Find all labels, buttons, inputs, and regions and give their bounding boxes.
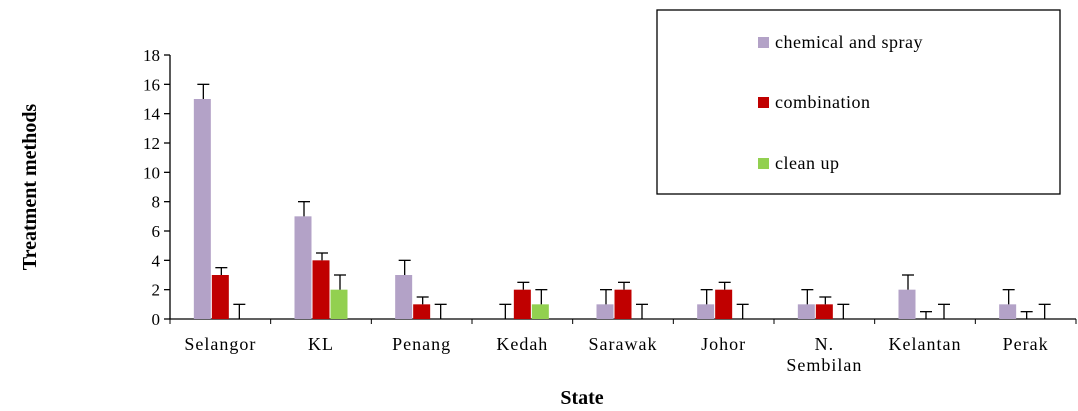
bar-combination (513, 289, 531, 319)
legend-box (656, 9, 1061, 195)
y-tick-label: 14 (143, 105, 161, 124)
bar-chemical-and-spray (797, 304, 815, 319)
x-tick-label: Kelantan (889, 334, 962, 354)
x-tick-label: Penang (392, 334, 451, 354)
y-tick-label: 10 (143, 163, 160, 182)
legend-swatch (758, 158, 769, 169)
bar-combination (413, 304, 431, 319)
y-tick-label: 16 (143, 75, 160, 94)
bar-chemical-and-spray (596, 304, 614, 319)
bar-combination (312, 260, 330, 319)
x-axis-category-labels: Selangor KL Penang Kedah Sarawak Johor N. Sembi… (169, 319, 1077, 375)
y-tick-label: 8 (152, 193, 161, 212)
x-tick-label: Perak (1003, 334, 1049, 354)
y-axis-ticks: 0 2 4 6 8 10 12 14 16 18 (143, 46, 170, 329)
legend-label: combination (775, 92, 870, 112)
legend-label: chemical and spray (775, 32, 923, 52)
bar-combination (211, 275, 229, 319)
y-tick-label: 18 (143, 46, 160, 65)
error-bars (197, 83, 1051, 319)
bar-chemical-and-spray (294, 216, 312, 319)
x-tick-label: N. Sembilan (786, 334, 862, 375)
bar-chemical-and-spray (193, 99, 211, 319)
legend-swatch (758, 37, 769, 48)
y-tick-label: 4 (152, 251, 161, 270)
y-axis-title: Treatment methods (19, 104, 41, 271)
y-tick-label: 12 (143, 134, 160, 153)
x-tick-label: KL (308, 334, 334, 354)
bar-combination (815, 304, 833, 319)
x-tick-label: Kedah (496, 334, 548, 354)
y-tick-label: 2 (152, 281, 161, 300)
bar-clean-up (531, 304, 549, 319)
bar-combination (614, 289, 632, 319)
bar-combination (715, 289, 733, 319)
legend-swatch (758, 97, 769, 108)
x-tick-label: Selangor (184, 334, 256, 354)
x-axis-title: State (560, 387, 603, 406)
legend: chemical and spray combination clean up (656, 9, 1061, 195)
bar-chemical-and-spray (697, 304, 715, 319)
bar-clean-up (330, 289, 348, 319)
x-tick-label: Johor (701, 334, 746, 354)
y-tick-label: 0 (152, 310, 161, 329)
legend-label: clean up (775, 153, 839, 173)
bars (193, 99, 1017, 319)
y-tick-label: 6 (152, 222, 161, 241)
bar-chemical-and-spray (898, 289, 916, 319)
x-tick-label: Sarawak (589, 334, 658, 354)
bar-chemical-and-spray (395, 275, 413, 319)
bar-chemical-and-spray (999, 304, 1017, 319)
